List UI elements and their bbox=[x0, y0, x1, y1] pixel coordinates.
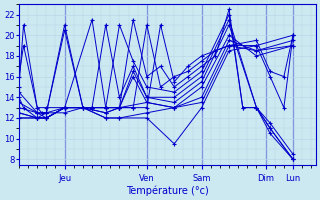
X-axis label: Température (°c): Température (°c) bbox=[126, 185, 209, 196]
